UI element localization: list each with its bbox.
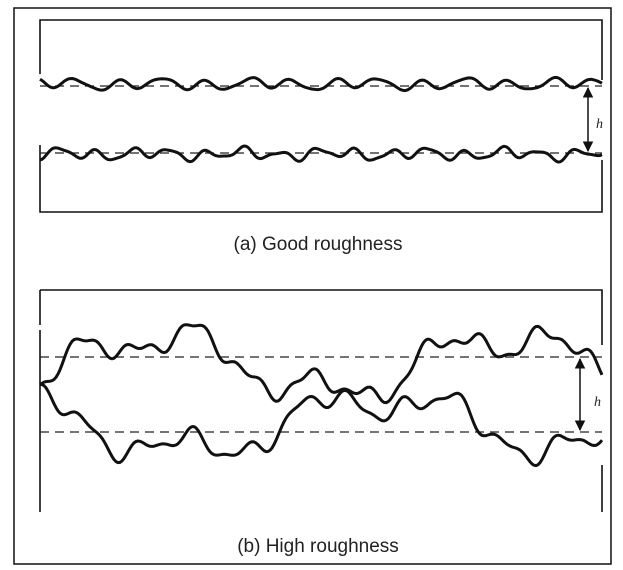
upper-surface: [39, 75, 603, 93]
block-outline: [39, 289, 603, 512]
lower-rough-surface: [40, 383, 604, 468]
caption: (a) Good roughness: [234, 234, 403, 255]
gap-label: h: [596, 117, 603, 132]
caption: (b) High roughness: [237, 536, 399, 557]
lower-surface: [39, 144, 603, 164]
frame: [13, 7, 612, 565]
gap-label: h: [594, 395, 601, 410]
upper-block: [39, 19, 603, 80]
lower-block: [39, 145, 603, 213]
upper-rough-surface: [39, 323, 604, 405]
